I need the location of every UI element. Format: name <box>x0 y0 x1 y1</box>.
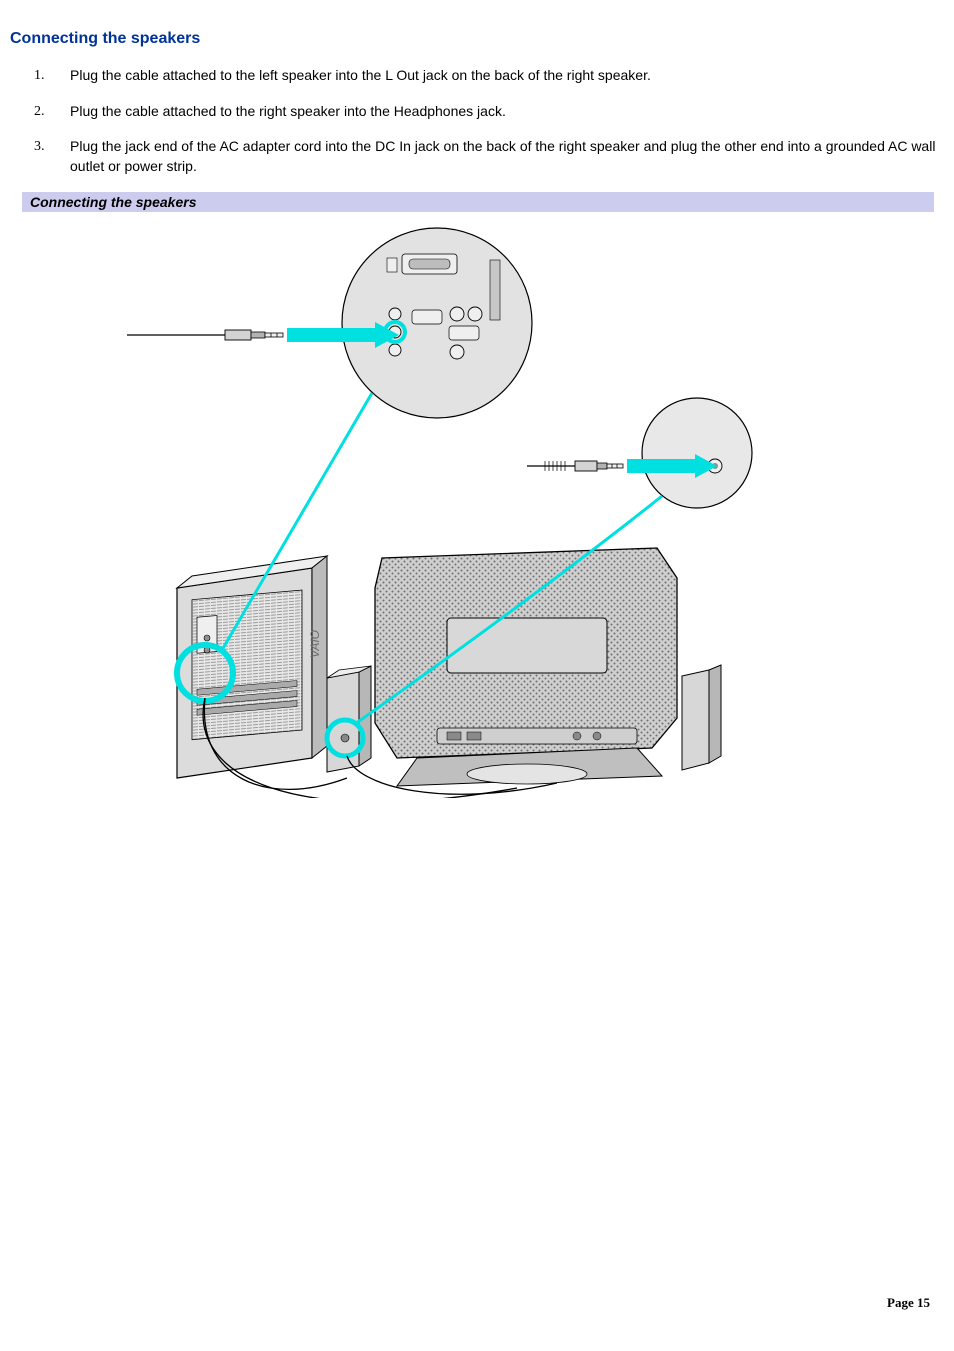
audio-plug-icon <box>527 461 623 471</box>
callout-pc-ports <box>342 228 532 418</box>
crt-monitor-icon <box>375 548 677 786</box>
page-number: 15 <box>917 1295 930 1310</box>
right-speaker-icon <box>682 665 721 770</box>
section-heading: Connecting the speakers <box>10 30 944 48</box>
page-footer: Page 15 <box>887 1295 930 1311</box>
diagram-container: VAIO <box>10 218 944 798</box>
speaker-connection-diagram: VAIO <box>97 218 857 798</box>
steps-list: Plug the cable attached to the left spea… <box>10 66 944 176</box>
figure-caption: Connecting the speakers <box>22 192 934 212</box>
page-label: Page <box>887 1295 914 1310</box>
step-item: Plug the jack end of the AC adapter cord… <box>50 137 944 176</box>
step-item: Plug the cable attached to the left spea… <box>50 66 944 86</box>
callout-speaker-jack <box>642 398 752 508</box>
pc-tower-icon: VAIO <box>177 556 327 778</box>
audio-plug-icon <box>127 330 283 340</box>
step-item: Plug the cable attached to the right spe… <box>50 102 944 122</box>
svg-text:VAIO: VAIO <box>308 630 322 658</box>
document-page: Connecting the speakers Plug the cable a… <box>0 0 954 1351</box>
